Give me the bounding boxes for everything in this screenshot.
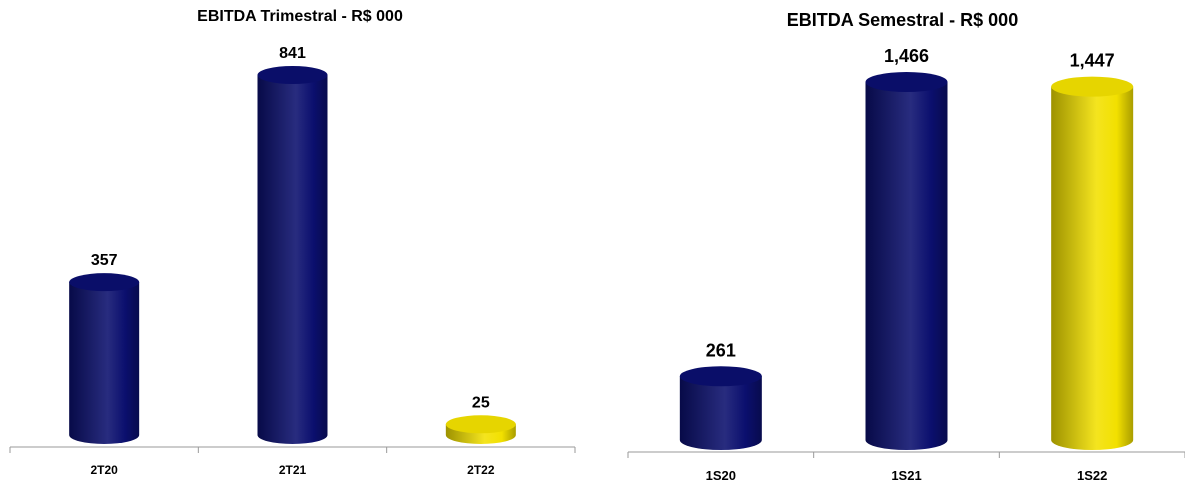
bar-top [865, 72, 948, 92]
bar-body [1051, 86, 1134, 451]
chart-quarterly: EBITDA Trimestral - R$ 000 357 2T20 841 2T2… [9, 8, 576, 477]
value-label: 841 [279, 45, 306, 62]
bar-1s20 [679, 366, 762, 450]
bar-body [257, 75, 328, 444]
value-label: 261 [706, 340, 736, 360]
chart-semiannual: EBITDA Semestral - R$ 000 261 1S20 1,466 1S… [600, 0, 1185, 486]
chart-title: EBITDA Semestral - R$ 000 [786, 10, 1019, 30]
value-label: 357 [91, 252, 118, 269]
category-label: 1S21 [891, 468, 921, 483]
chart-plot-semiannual: 261 1S20 1,466 1S21 1,447 1S22 [627, 46, 1185, 483]
category-label: 2T20 [90, 463, 118, 477]
category-label: 2T22 [467, 463, 495, 477]
bar-body [69, 282, 140, 444]
category-label: 1S22 [1077, 468, 1107, 483]
bar-2t21 [257, 66, 328, 444]
bar-top [69, 273, 140, 292]
bar-body [865, 82, 948, 450]
bar-1s21 [865, 72, 948, 450]
bar-2t22 [445, 415, 516, 444]
bar-top [679, 366, 762, 387]
bar-top [1051, 76, 1134, 97]
category-label: 1S20 [706, 468, 736, 483]
chart-title: EBITDA Trimestral - R$ 000 [197, 8, 403, 25]
bar-top [445, 415, 516, 434]
bar-1s22 [1051, 76, 1134, 451]
bar-top [257, 66, 328, 84]
bar-body [679, 376, 762, 450]
chart-plot-quarterly: 357 2T20 841 2T21 25 2T22 [9, 45, 576, 477]
value-label: 25 [472, 394, 490, 411]
value-label: 1,466 [884, 46, 929, 66]
category-label: 2T21 [279, 463, 307, 477]
bar-2t20 [69, 273, 140, 444]
value-label: 1,447 [1070, 51, 1115, 71]
